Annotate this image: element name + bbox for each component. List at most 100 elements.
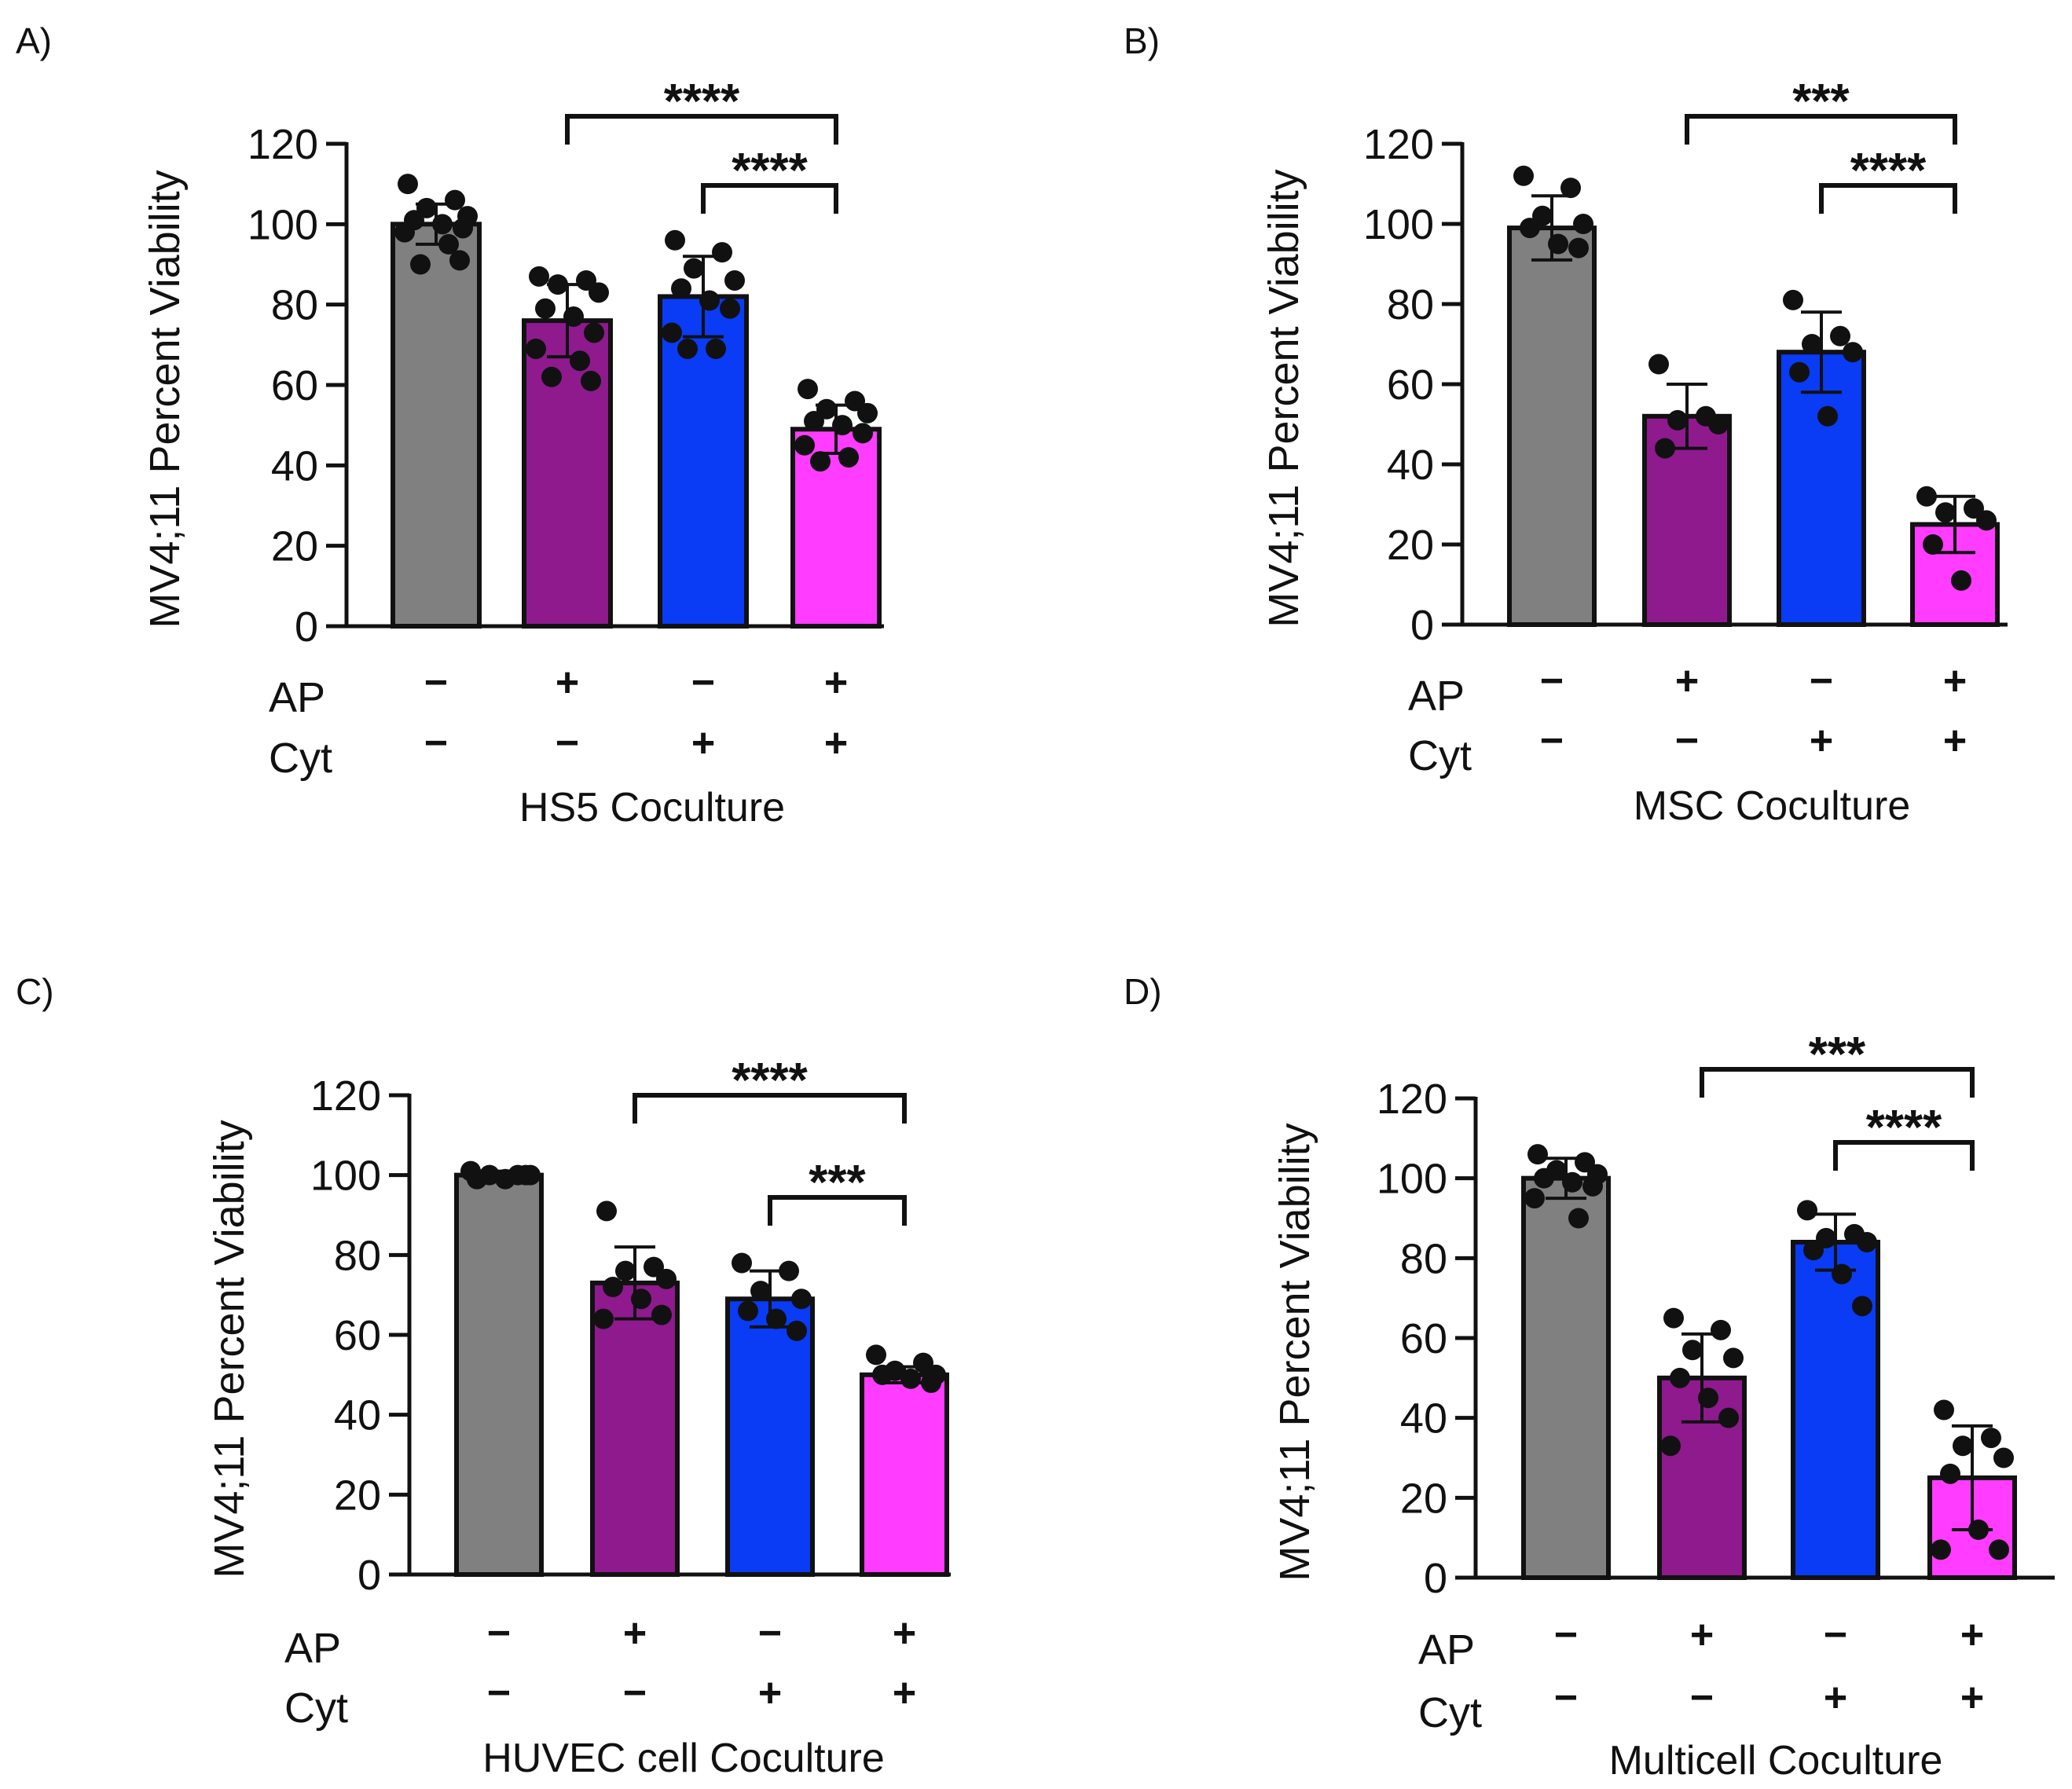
y-tick-label: 120	[310, 1072, 381, 1120]
data-point	[495, 1168, 515, 1190]
data-point	[394, 222, 415, 243]
cyt-sign: −	[556, 720, 579, 766]
y-tick-label: 80	[334, 1232, 381, 1279]
y-tick-label: 40	[1400, 1395, 1447, 1443]
panel-letter: C)	[16, 971, 54, 1012]
data-point	[1789, 361, 1810, 383]
data-point	[732, 1252, 752, 1274]
ap-row-label: AP	[1408, 673, 1465, 720]
data-point	[1797, 1200, 1817, 1221]
data-point	[1817, 405, 1838, 427]
cyt-row-label: Cyt	[284, 1685, 348, 1732]
y-tick-label: 40	[1387, 442, 1434, 489]
data-point	[615, 1260, 636, 1281]
cyt-sign: −	[623, 1670, 647, 1716]
data-point	[453, 218, 473, 239]
data-point	[665, 229, 685, 251]
data-point	[1582, 1175, 1603, 1197]
cyt-row-label: Cyt	[1408, 732, 1472, 779]
significance-bracket	[1700, 1067, 1975, 1098]
ap-row-label: AP	[284, 1625, 341, 1672]
data-point	[1524, 1188, 1545, 1209]
data-point	[1857, 1232, 1877, 1252]
cyt-sign: −	[1540, 718, 1564, 764]
data-point	[838, 447, 859, 468]
cyt-sign: +	[1810, 718, 1833, 764]
data-point	[445, 189, 465, 211]
data-point	[449, 250, 470, 271]
data-point	[1568, 237, 1589, 258]
cyt-sign: +	[691, 720, 715, 766]
data-point	[1527, 1144, 1548, 1165]
bar	[391, 222, 482, 629]
data-point	[1513, 165, 1534, 186]
data-point	[410, 254, 431, 275]
data-point	[656, 1268, 677, 1289]
data-point	[787, 1320, 807, 1341]
data-point	[872, 1364, 893, 1385]
data-point	[1648, 354, 1669, 375]
data-point	[766, 1308, 787, 1329]
data-point	[603, 1277, 623, 1297]
data-point	[810, 451, 831, 472]
data-point	[921, 1373, 941, 1393]
ap-sign: +	[1690, 1612, 1714, 1658]
data-point	[1923, 534, 1943, 555]
data-point	[1931, 1539, 1951, 1560]
data-point	[432, 214, 453, 235]
cyt-sign: −	[424, 720, 448, 766]
data-point	[1953, 1435, 1973, 1457]
data-point	[1934, 1399, 1954, 1421]
panel-a: A) MV4;11 Percent Viability 0 20 40 60 80 100 12…	[16, 20, 884, 830]
data-point	[798, 379, 818, 400]
data-point	[1968, 1520, 1989, 1540]
data-point	[1708, 414, 1729, 434]
y-tick-label: 120	[248, 121, 318, 168]
ap-row-label: AP	[269, 674, 325, 721]
y-axis-label: MV4;11 Percent Viability	[1260, 169, 1307, 627]
y-axis-label: MV4;11 Percent Viability	[141, 170, 189, 628]
ap-sign: −	[1824, 1612, 1847, 1658]
data-point	[791, 1289, 812, 1310]
ap-sign: −	[1810, 658, 1833, 704]
data-point	[900, 1368, 921, 1389]
cyt-sign: +	[1960, 1675, 1984, 1721]
cyt-sign: −	[1690, 1675, 1714, 1721]
panel-letter: D)	[1124, 971, 1162, 1012]
data-point	[1682, 1340, 1703, 1361]
cyt-sign: −	[1675, 718, 1699, 764]
y-tick-label: 20	[271, 523, 318, 570]
ap-sign: +	[1675, 658, 1699, 704]
significance-bracket	[701, 183, 838, 214]
data-point	[1843, 342, 1863, 363]
data-point	[651, 1304, 672, 1325]
ap-sign: −	[424, 660, 448, 706]
panel-d: D) MV4;11 Percent Viability 0 20 40 60 80 100 12…	[1124, 971, 2055, 1784]
significance-stars: ****	[1866, 1101, 1942, 1155]
data-point	[589, 282, 609, 303]
y-tick-label: 20	[1400, 1475, 1447, 1522]
data-point	[1548, 233, 1568, 255]
significance-bracket	[1685, 114, 1957, 145]
data-point	[720, 298, 740, 319]
ap-row-label: AP	[1418, 1626, 1475, 1674]
panel-b: B) MV4;11 Percent Viability 0 20 40 60 80 100 12…	[1124, 20, 2008, 829]
ap-sign: +	[1960, 1612, 1984, 1658]
data-point	[1723, 1347, 1744, 1369]
y-tick-label: 0	[1410, 602, 1434, 649]
bar	[1791, 1240, 1880, 1580]
bar	[725, 1296, 815, 1577]
bar	[658, 294, 749, 629]
ap-sign: −	[758, 1611, 782, 1656]
data-point	[584, 322, 604, 343]
cyt-sign: −	[487, 1670, 511, 1716]
ap-sign: −	[691, 660, 715, 706]
data-point	[677, 338, 698, 359]
data-point	[1534, 1168, 1554, 1189]
data-point	[515, 1164, 536, 1186]
ap-sign: +	[893, 1611, 916, 1656]
ap-sign: +	[556, 660, 579, 706]
data-point	[1562, 1171, 1582, 1193]
significance-stars: ****	[664, 75, 740, 129]
